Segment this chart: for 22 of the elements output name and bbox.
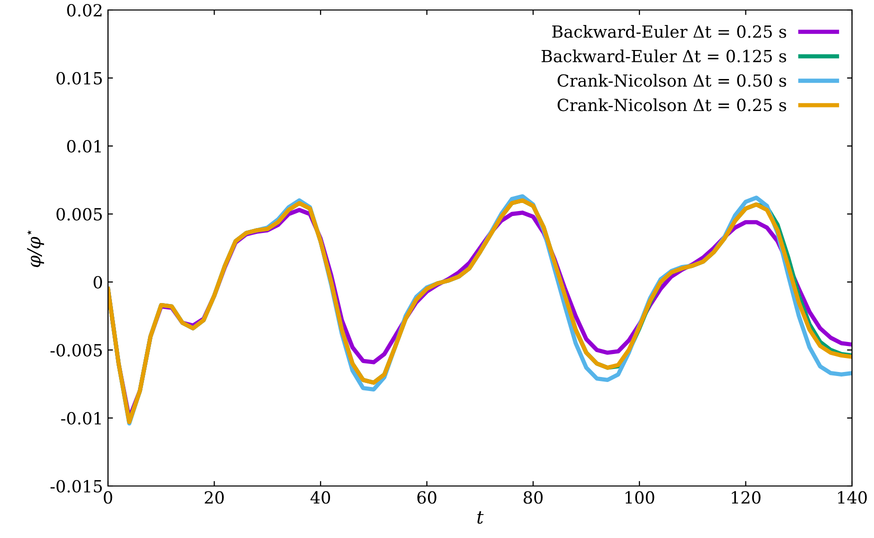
y-tick-label: 0 [94, 276, 102, 289]
x-tick-label: 60 [417, 491, 436, 504]
y-tick-label: -0.005 [50, 344, 102, 357]
y-axis-title: φ/φ$^{⋆}$ [26, 230, 44, 268]
y-tick-label: 0.02 [67, 4, 102, 17]
y-tick-label: -0.01 [61, 412, 101, 425]
legend-label: Crank-Nicolson Δt = 0.50 s [558, 74, 786, 87]
x-tick-label: 40 [310, 491, 330, 504]
y-tick-label: 0.015 [56, 72, 102, 85]
legend-label: Backward-Euler Δt = 0.25 s [552, 25, 786, 38]
x-tick-label: 20 [204, 491, 224, 504]
x-tick-label: 0 [104, 491, 112, 504]
y-tick-label: 0.005 [56, 208, 102, 221]
y-tick-label: 0.01 [67, 140, 101, 153]
legend-label: Backward-Euler Δt = 0.125 s [542, 49, 786, 62]
x-axis-title: t [477, 511, 484, 524]
y-tick-label: -0.015 [50, 480, 102, 493]
x-tick-label: 140 [838, 491, 867, 504]
x-tick-label: 80 [524, 491, 543, 504]
legend-label: Crank-Nicolson Δt = 0.25 s [558, 98, 786, 112]
x-tick-label: 100 [626, 491, 654, 504]
x-tick-label: 120 [732, 491, 761, 504]
